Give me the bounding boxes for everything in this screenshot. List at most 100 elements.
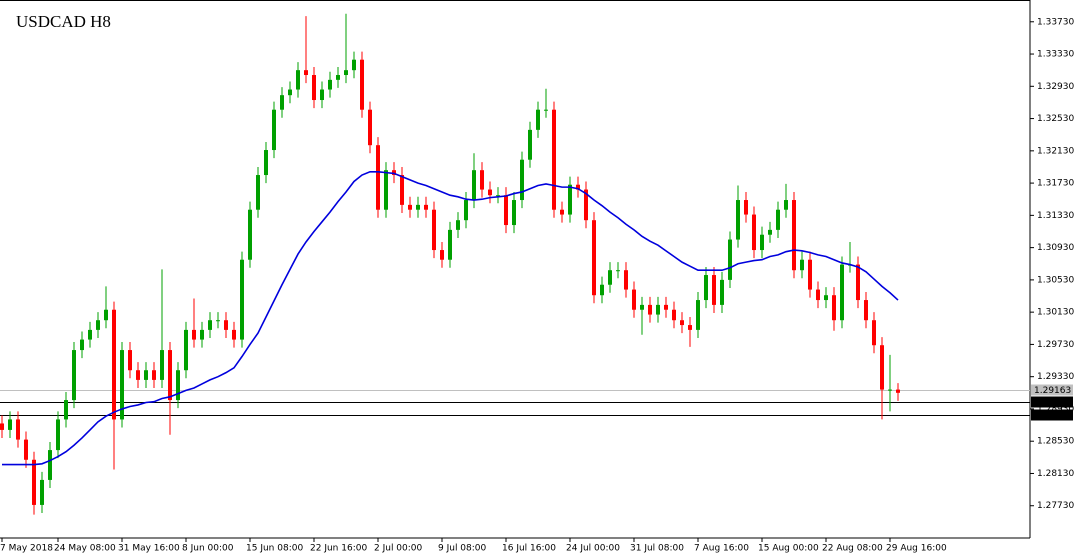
candle-body bbox=[96, 320, 100, 330]
candle-body bbox=[640, 304, 644, 310]
y-tick-label: 1.33330 bbox=[1037, 50, 1074, 60]
candle-body bbox=[552, 109, 556, 210]
moving-average bbox=[2, 171, 899, 466]
candle-body bbox=[0, 423, 4, 430]
candle-body bbox=[32, 459, 36, 505]
candle-body bbox=[536, 109, 540, 130]
candle-body bbox=[456, 220, 460, 230]
candle-body bbox=[184, 329, 188, 371]
candle-body bbox=[264, 150, 268, 176]
candle-body bbox=[680, 320, 684, 326]
candle-body bbox=[256, 175, 260, 210]
candle-body bbox=[544, 109, 548, 111]
candle-body bbox=[584, 189, 588, 221]
y-tick-label: 1.32930 bbox=[1037, 82, 1074, 92]
candle-body bbox=[224, 320, 228, 330]
candle-body bbox=[424, 204, 428, 210]
candle-body bbox=[632, 289, 636, 310]
price-label: 1.29163 bbox=[1034, 386, 1071, 396]
candle-body bbox=[360, 59, 364, 110]
candle-body bbox=[784, 200, 788, 210]
y-tick-label: 1.30530 bbox=[1037, 275, 1074, 285]
candle-body bbox=[760, 234, 764, 251]
candle-body bbox=[168, 350, 172, 401]
candle-body bbox=[768, 229, 772, 235]
candle-body bbox=[288, 89, 292, 96]
candle-body bbox=[320, 89, 324, 101]
candle-body bbox=[408, 204, 412, 210]
candle-body bbox=[512, 200, 516, 226]
candle-body bbox=[440, 250, 444, 260]
candle-body bbox=[72, 350, 76, 401]
candle-body bbox=[840, 264, 844, 321]
price-label-box bbox=[1031, 409, 1073, 421]
candle-body bbox=[152, 370, 156, 380]
candle-body bbox=[872, 320, 876, 346]
candle-body bbox=[504, 195, 508, 226]
price-label-box bbox=[1031, 384, 1073, 396]
plot: 1.27730 1.28130 1.28530 1.28930 1.29330 1.297… bbox=[0, 13, 1074, 554]
y-tick-label: 1.30130 bbox=[1037, 308, 1074, 318]
candle-body bbox=[200, 329, 204, 340]
candle-body bbox=[864, 300, 868, 321]
x-tick-label: 8 Jun 00:00 bbox=[182, 544, 234, 554]
candle-body bbox=[464, 200, 468, 221]
chart-title: USDCAD H8 bbox=[16, 12, 111, 31]
candle-body bbox=[376, 145, 380, 210]
candle-body bbox=[304, 70, 308, 76]
candle-body bbox=[576, 184, 580, 190]
candle-body bbox=[736, 200, 740, 240]
candle-body bbox=[560, 209, 564, 215]
candle-body bbox=[448, 229, 452, 260]
candle-body bbox=[160, 350, 164, 380]
candle-body bbox=[744, 200, 748, 215]
candle-body bbox=[344, 70, 348, 76]
candle-body bbox=[144, 370, 148, 380]
candle-body bbox=[208, 320, 212, 330]
candle-body bbox=[888, 389, 892, 391]
candle-body bbox=[648, 304, 652, 315]
candle-body bbox=[832, 295, 836, 321]
candle-body bbox=[896, 389, 900, 393]
price-label: 1.28858 bbox=[1034, 411, 1071, 421]
candle-body bbox=[392, 170, 396, 176]
candle-body bbox=[712, 275, 716, 305]
candle-body bbox=[176, 370, 180, 401]
candle-body bbox=[816, 289, 820, 301]
y-tick-label: 1.31730 bbox=[1037, 179, 1074, 189]
x-tick-label: 16 Jul 16:00 bbox=[502, 544, 556, 554]
x-tick-label: 2 Jul 00:00 bbox=[374, 544, 423, 554]
price-label-box bbox=[1031, 396, 1073, 408]
x-tick-label: 22 Aug 08:00 bbox=[822, 544, 883, 554]
candle-body bbox=[792, 200, 796, 271]
candle-body bbox=[352, 59, 356, 71]
y-tick-label: 1.33730 bbox=[1037, 17, 1074, 27]
x-tick-label: 9 Jul 08:00 bbox=[438, 544, 487, 554]
candle-body bbox=[688, 325, 692, 330]
candle-body bbox=[48, 450, 52, 480]
y-tick-label: 1.27730 bbox=[1037, 501, 1074, 511]
candle-body bbox=[496, 195, 500, 197]
candle-body bbox=[40, 479, 44, 505]
candle-body bbox=[824, 295, 828, 301]
candle-body bbox=[608, 270, 612, 285]
candle-body bbox=[776, 209, 780, 230]
x-tick-label: 15 Aug 00:00 bbox=[758, 544, 819, 554]
candle-body bbox=[472, 170, 476, 201]
candle-body bbox=[856, 264, 860, 301]
y-tick-label: 1.28530 bbox=[1037, 437, 1074, 447]
candle-body bbox=[672, 309, 676, 321]
candle-body bbox=[568, 184, 572, 215]
candle-body bbox=[280, 95, 284, 110]
candle-body bbox=[488, 189, 492, 196]
candle-body bbox=[616, 270, 620, 272]
candle-body bbox=[248, 209, 252, 260]
y-tick-label: 1.32130 bbox=[1037, 146, 1074, 156]
y-tick-label: 1.28130 bbox=[1037, 469, 1074, 479]
candle-body bbox=[520, 159, 524, 201]
y-tick-label: 1.30930 bbox=[1037, 243, 1074, 253]
candle-body bbox=[328, 79, 332, 90]
candle-body bbox=[232, 329, 236, 340]
candle-body bbox=[24, 439, 28, 460]
